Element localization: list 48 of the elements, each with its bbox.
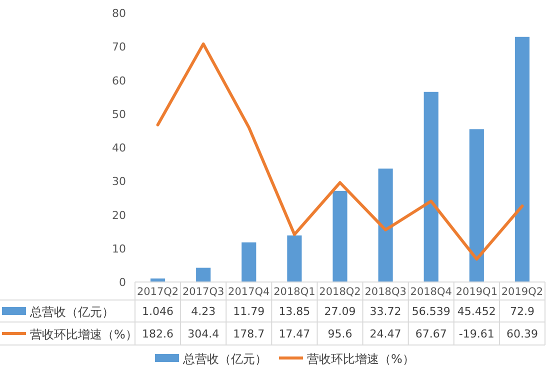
legend-label: 营收环比增速（%）: [30, 328, 138, 342]
data-label: 24.47: [370, 328, 402, 340]
text: 总营收（亿元）: [183, 352, 267, 366]
x-tick-label: 2018Q2: [319, 286, 361, 298]
data-label: 33.72: [370, 305, 402, 318]
legend-label: 总营收（亿元）: [29, 305, 114, 319]
data-label: 95.6: [328, 328, 352, 340]
x-tick-label: 2019Q1: [456, 286, 498, 298]
x-tick-label: 2018Q3: [364, 286, 406, 298]
y-tick-label: 80: [112, 7, 126, 20]
y-tick-label: 60: [112, 74, 126, 88]
data-label: 11.79: [233, 305, 265, 318]
y-tick-label: 10: [112, 242, 126, 256]
x-tick-label: 2018Q1: [274, 286, 316, 298]
x-tick-label: 2017Q4: [228, 286, 270, 298]
bar: [424, 92, 438, 282]
bar: [514, 36, 530, 282]
data-label: 72.9: [510, 305, 534, 318]
text: 营收环比增速（%）: [307, 352, 414, 366]
bar: [196, 268, 211, 282]
data-label: 304.4: [188, 328, 220, 340]
data-label: 56.539: [412, 305, 450, 318]
data-label: 4.23: [191, 305, 216, 318]
data-label: -19.61: [458, 328, 494, 340]
y-tick-label: 20: [112, 208, 126, 222]
data-label: 182.6: [142, 328, 174, 340]
y-tick-label: 0: [119, 276, 126, 289]
bar: [287, 235, 302, 282]
y-tick-label: 70: [112, 40, 126, 54]
y-tick-label: 30: [112, 175, 126, 188]
bar: [332, 190, 348, 282]
x-tick-label: 2017Q2: [136, 286, 179, 298]
bar: [378, 168, 393, 282]
y-tick-label: 50: [112, 108, 126, 121]
data-label: 60.39: [506, 328, 538, 340]
data-label: 1.046: [142, 305, 174, 318]
data-label: 27.09: [324, 305, 356, 318]
bar: [242, 242, 256, 282]
x-tick-label: 2017Q3: [182, 286, 224, 298]
bar: [469, 129, 484, 282]
data-label: 67.67: [415, 328, 447, 340]
x-tick-label: 2019Q2: [501, 286, 544, 298]
x-tick-label: 2018Q4: [410, 286, 452, 298]
data-label: 13.85: [278, 305, 310, 318]
data-label: 17.47: [278, 328, 310, 340]
data-label: 45.452: [457, 305, 496, 318]
y-tick-label: 40: [112, 142, 126, 154]
data-label: 178.7: [233, 328, 265, 340]
